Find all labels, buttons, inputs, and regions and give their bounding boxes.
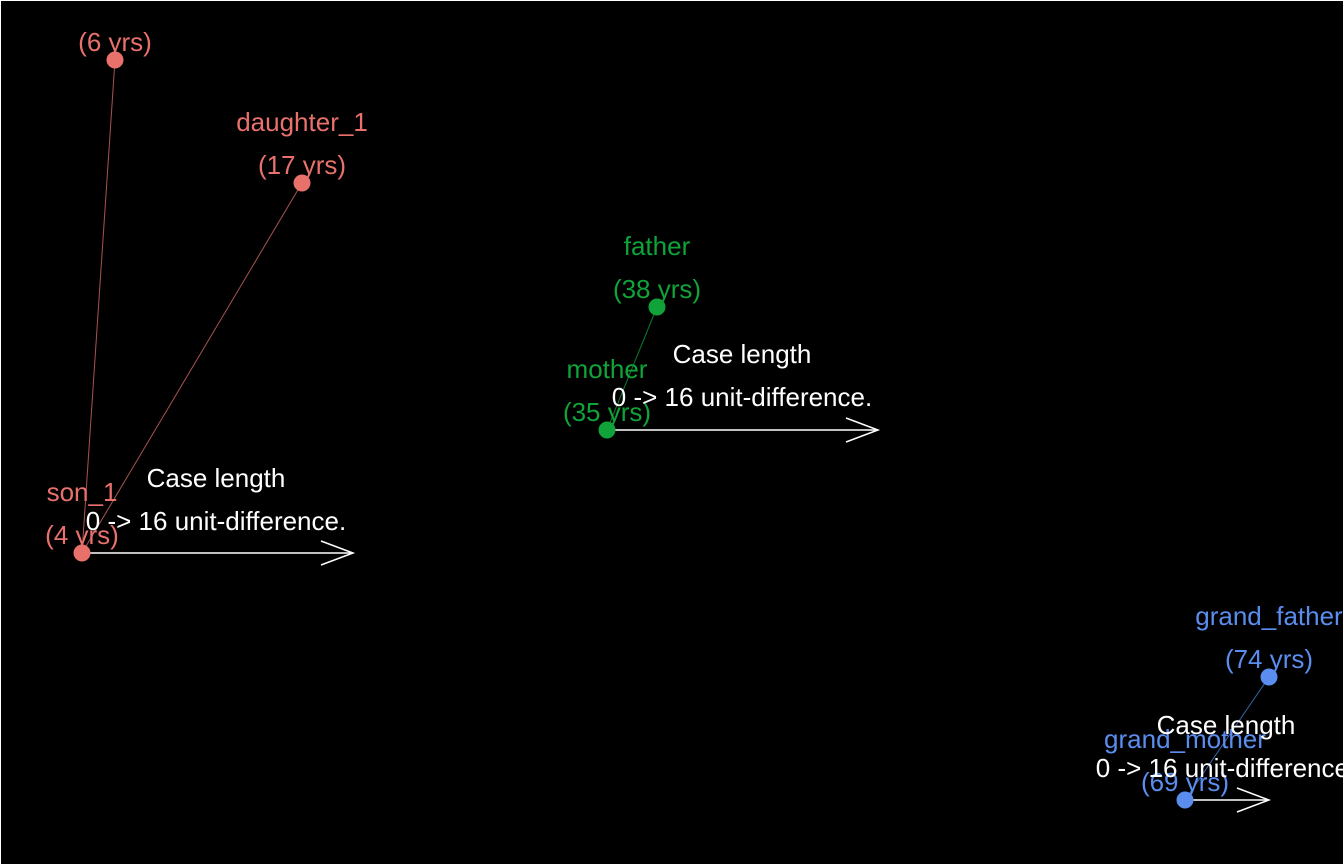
member-age: (74 yrs): [1225, 644, 1313, 674]
member-name: mother: [567, 354, 648, 384]
case-arrow-head: [1236, 787, 1272, 813]
case-length-text: 0 -> 16 unit-difference.: [1096, 753, 1344, 783]
case-length-title: Case length: [147, 463, 286, 493]
case-length-text: 0 -> 16 unit-difference.: [86, 506, 346, 536]
member-name: grand_father: [1195, 601, 1343, 631]
labels-layer: son_1 (4 yrs) (6 yrs) daughter_1 (17 yrs) mot…: [45, 27, 1343, 797]
member-node: [648, 298, 666, 316]
case-arrow-head: [845, 417, 881, 443]
link-line: [81, 182, 303, 554]
arrows-layer: [82, 417, 1272, 813]
member-node: [73, 544, 91, 562]
member-node: [1176, 791, 1194, 809]
member-node: [598, 421, 616, 439]
member-name: daughter_1: [236, 107, 368, 137]
case-arrow-head: [320, 540, 356, 566]
member-name: grand_mother: [1104, 724, 1266, 754]
member-age: (38 yrs): [613, 274, 701, 304]
case-length-title: Case length: [1157, 710, 1296, 740]
case-layer: Case length 0 -> 16 unit-difference. Case …: [86, 339, 1344, 783]
member-node: [106, 51, 124, 69]
nodes-layer: [73, 51, 1278, 809]
member-age: (4 yrs): [45, 520, 119, 550]
member-age: (35 yrs): [563, 397, 651, 427]
member-name: father: [624, 231, 691, 261]
member-name: son_1: [47, 477, 118, 507]
member-node: [1260, 668, 1278, 686]
member-node: [293, 174, 311, 192]
link-line: [81, 59, 116, 554]
member-age: (17 yrs): [258, 150, 346, 180]
case-length-title: Case length: [673, 339, 812, 369]
links-layer: [81, 59, 1270, 801]
link-line: [606, 306, 658, 431]
link-line: [1184, 676, 1270, 801]
member-age: (6 yrs): [78, 27, 152, 57]
case-length-text: 0 -> 16 unit-difference.: [612, 382, 872, 412]
member-age: (69 yrs): [1141, 767, 1229, 797]
